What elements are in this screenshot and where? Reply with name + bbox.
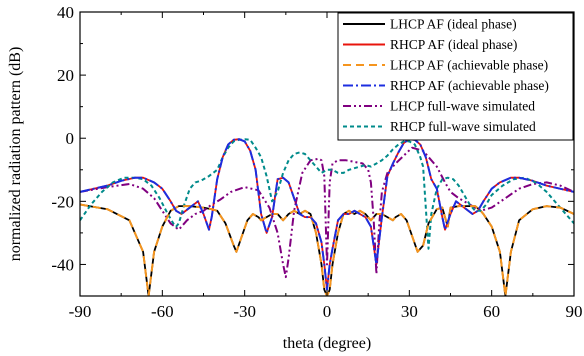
legend-label: RHCP AF (ideal phase) — [390, 37, 517, 52]
y-axis-label: normalized radiation pattern (dB) — [7, 47, 24, 262]
y-tick-label: 40 — [57, 3, 74, 22]
y-tick-label: -40 — [51, 255, 74, 274]
legend-label: LHCP full-wave simulated — [390, 99, 535, 114]
legend-label: LHCP AF (achievable phase) — [390, 58, 548, 73]
series-line-4 — [80, 146, 574, 279]
x-tick-label: 0 — [323, 302, 332, 321]
x-axis-label: theta (degree) — [283, 335, 371, 352]
legend: LHCP AF (ideal phase) RHCP AF (ideal phas… — [337, 12, 574, 141]
x-tick-label: -30 — [233, 302, 256, 321]
x-tick-label: -60 — [151, 302, 174, 321]
series-line-1 — [80, 138, 574, 291]
y-tick-label: 20 — [57, 66, 74, 85]
legend-label: LHCP AF (ideal phase) — [390, 17, 517, 32]
series-layer — [80, 138, 574, 296]
x-tick-label: 60 — [483, 302, 500, 321]
y-tick-label: -20 — [51, 192, 74, 211]
x-tick-label: 30 — [401, 302, 418, 321]
series-line-3 — [80, 138, 574, 291]
series-line-2 — [80, 203, 574, 296]
series-line-5 — [80, 138, 574, 250]
y-tick-label: 0 — [66, 129, 75, 148]
x-tick-label: 90 — [566, 302, 583, 321]
legend-label: RHCP AF (achievable phase) — [390, 78, 549, 93]
x-tick-label: -90 — [69, 302, 92, 321]
legend-box — [337, 12, 574, 141]
legend-label: RHCP full-wave simulated — [390, 119, 536, 134]
